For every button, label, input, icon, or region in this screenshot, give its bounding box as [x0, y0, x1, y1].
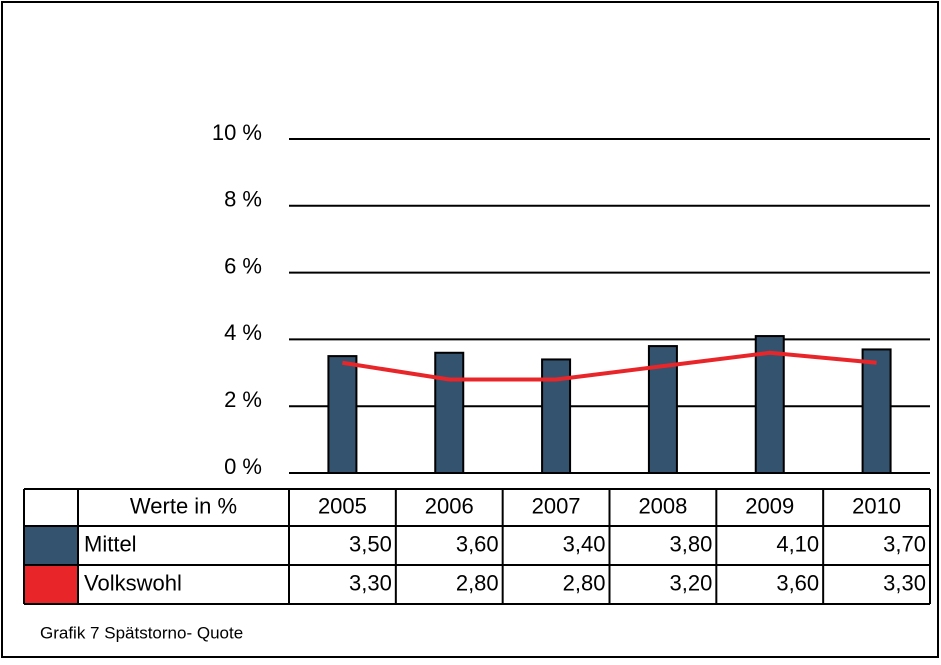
bar [327, 355, 358, 475]
table-value: 3,70 [883, 531, 926, 556]
y-tick-label: 6 % [224, 253, 262, 278]
table-value: 3,30 [883, 570, 926, 595]
x-tick-label: 2006 [425, 493, 474, 518]
legend-label: Mittel [84, 531, 137, 556]
table-value: 4,10 [776, 531, 819, 556]
x-tick-label: 2008 [638, 493, 687, 518]
legend-swatch [25, 527, 77, 564]
x-tick-label: 2007 [532, 493, 581, 518]
y-tick-label: 4 % [224, 320, 262, 345]
table-value: 3,80 [670, 531, 713, 556]
y-tick-label: 10 % [212, 120, 262, 145]
x-tick-label: 2009 [745, 493, 794, 518]
x-tick-label: 2005 [318, 493, 367, 518]
y-tick-label: 2 % [224, 387, 262, 412]
legend-label: Volkswohl [84, 570, 182, 595]
table-value: 3,20 [670, 570, 713, 595]
y-tick-label: 0 % [224, 454, 262, 479]
table-value: 2,80 [563, 570, 606, 595]
table-value: 3,30 [349, 570, 392, 595]
x-tick-label: 2010 [852, 493, 901, 518]
bar [861, 348, 892, 475]
bar [434, 351, 465, 475]
caption: Grafik 7 Spätstorno- Quote [40, 623, 243, 642]
table-value: 3,60 [456, 531, 499, 556]
legend-swatch [25, 566, 77, 603]
table-value: 3,40 [563, 531, 606, 556]
bar [754, 335, 785, 474]
line [342, 350, 877, 382]
y-tick-label: 8 % [224, 187, 262, 212]
table-value: 3,60 [776, 570, 819, 595]
table-value: 3,50 [349, 531, 392, 556]
table-header: Werte in % [130, 493, 237, 518]
table-value: 2,80 [456, 570, 499, 595]
